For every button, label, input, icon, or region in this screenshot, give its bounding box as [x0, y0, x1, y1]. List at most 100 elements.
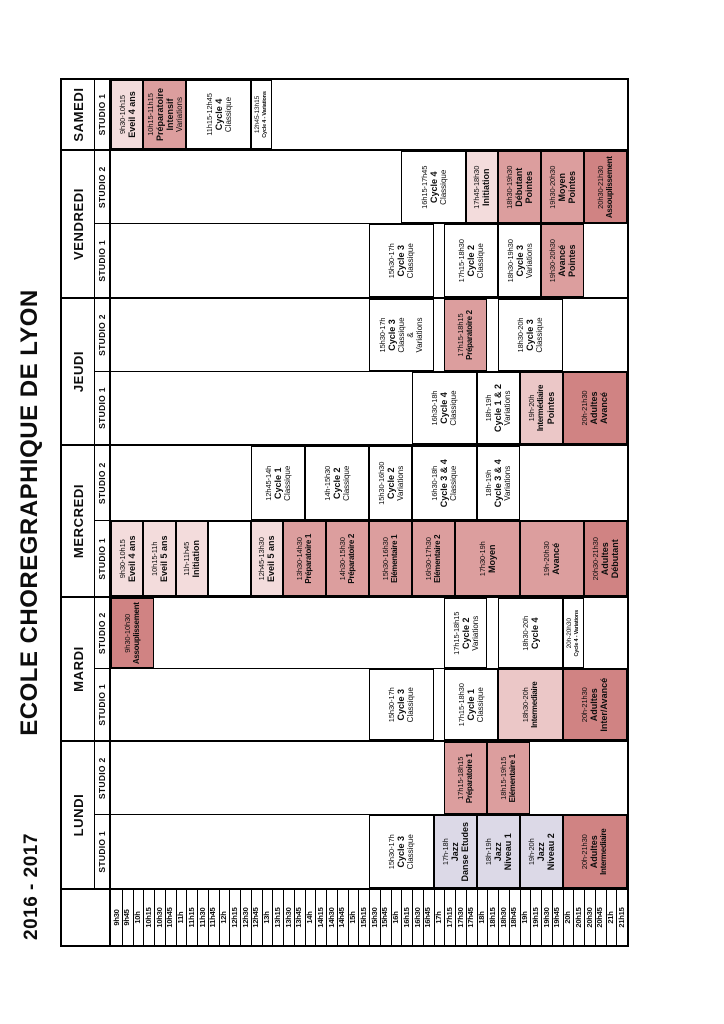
block-time: 17h30-19h	[477, 541, 487, 577]
studio-column: STUDIO 2 17h15-18h15 Préparatoire 1 18h15-1…	[95, 742, 627, 816]
block-name: Cycle 4 - Variations	[574, 610, 580, 657]
block-name: Préparatoire 2	[347, 533, 356, 584]
block-name: Cycle 1	[272, 467, 283, 500]
studio-header: STUDIO 2	[95, 446, 111, 521]
block-name: Initiation	[191, 540, 202, 578]
block-time: 20h-21h30	[580, 834, 590, 870]
class-block: 12h45-13h15 Cycle 4 - Variations	[250, 80, 273, 149]
class-block: 18h30-20h Intermediaire	[498, 669, 563, 740]
block-time: 15h30-16h30	[376, 461, 386, 505]
class-block: 15h30-17h Cycle 3 Classique	[369, 669, 434, 740]
day-header-jeudi: JEUDI	[62, 299, 95, 444]
day-column-samedi: SAMEDI STUDIO 1 9h30-10h15 Eveil 4 ans 10h15…	[62, 80, 627, 151]
block-time: 12h45-14h	[263, 465, 273, 501]
block-name: Cycle 2	[466, 244, 477, 277]
studios-row: STUDIO 1 15h30-17h Cycle 3 Classique 17h-18h…	[95, 742, 627, 888]
time-axis-corner-cell	[62, 890, 111, 945]
class-block: 16h15-17h45 Cycle 4 Classique	[401, 151, 466, 224]
class-block: 18h-19h Cycle 3 & 4 Variations	[476, 446, 520, 521]
class-block: 14h-15h30 Cycle 2 Classique	[304, 446, 369, 521]
block-subtitle: Variations	[395, 465, 405, 501]
class-block: 10h15-11h15 Préparatoire Intensif Variation…	[143, 80, 187, 149]
block-time: 18h30-20h	[520, 687, 530, 723]
block-name: Niveau 2	[545, 833, 556, 871]
block-subtitle: Classique	[341, 465, 351, 501]
class-block: 11h-11h45 Initiation	[175, 521, 208, 596]
class-block: 17h30-19h Moyen	[455, 521, 520, 596]
block-time: 9h30-10h15	[117, 539, 127, 579]
studio-header: STUDIO 1	[95, 80, 111, 149]
block-name: Cycle 3 & 4	[439, 459, 450, 508]
block-subtitle: Classique	[406, 687, 416, 723]
block-name: Intensif	[164, 98, 175, 131]
block-time: 11h-11h45	[182, 541, 192, 576]
block-time: 17h-18h	[440, 838, 450, 866]
block-name: Adultes	[600, 542, 610, 576]
block-subtitle: Classique	[476, 687, 486, 723]
block-subtitle: Classique	[535, 317, 545, 353]
class-block: 17h-18h Jazz Danse Etudes	[433, 815, 477, 888]
block-time: 10h15-11h	[149, 541, 159, 576]
block-time: 20h-21h30	[580, 390, 590, 426]
block-time: 16h30-18h	[430, 390, 440, 426]
block-name: Cycle 4	[213, 98, 224, 131]
class-block: 16h30-17h30 Elémentaire 2	[412, 521, 455, 596]
studios-row: STUDIO 1 15h30-17h Cycle 3 Classique 17h15-1…	[95, 598, 627, 740]
block-time: 17h45-18h30	[472, 165, 482, 209]
studio-column: STUDIO 1 15h30-17h Cycle 3 Classique 17h-18h…	[95, 815, 627, 888]
class-block: 9h30-10h15 Eveil 4 ans	[111, 80, 144, 149]
block-name: Cycle 4	[529, 617, 540, 650]
class-block: 15h30-17h Cycle 3 Classique & Variations	[369, 299, 434, 371]
studio-header: STUDIO 1	[95, 521, 111, 596]
block-name: Jazz	[449, 842, 460, 862]
class-block: 13h30-14h30 Préparatoire 1	[283, 521, 326, 596]
block-time: 13h30-14h30	[295, 537, 304, 581]
block-time: 18h30-19h30	[505, 165, 514, 209]
studio-header: STUDIO 1	[95, 815, 111, 888]
block-subtitle: Variations	[524, 243, 534, 279]
schedule-table: 9h30 9h45 10h 10h15 10h30 10h45 11h 11h15 11h30 1…	[60, 78, 629, 947]
studio-column: STUDIO 2 16h15-17h45 Cycle 4 Classique 17h45…	[95, 151, 627, 225]
block-name: Avancé	[551, 542, 562, 575]
class-block: 16h30-18h Cycle 4 Classique	[412, 372, 477, 444]
block-subtitle: Classique	[449, 390, 459, 426]
studios-row: STUDIO 1 15h30-17h Cycle 3 Classique 17h15-1…	[95, 151, 627, 297]
block-time: 19h-20h30	[542, 541, 552, 577]
class-block: 17h15-18h30 Cycle 1 Classique	[444, 669, 498, 740]
block-time: 20h30-21h30	[591, 537, 600, 581]
studio-column: STUDIO 1 9h30-10h15 Eveil 4 ans 10h15-11h15…	[95, 80, 627, 149]
block-time: 19h30-20h30	[548, 239, 557, 283]
block-name: Intermediaire	[599, 828, 609, 875]
empty-cell	[207, 521, 251, 596]
block-time: 18h30-20h	[520, 615, 530, 651]
class-block: 17h15-18h15 Préparatoire 1	[444, 742, 488, 815]
block-time: 9h30-10h15	[117, 94, 127, 135]
block-subtitle: &	[406, 332, 416, 338]
block-name: Cycle 1 & 2	[493, 383, 503, 433]
block-name: Jazz	[492, 842, 503, 862]
block-subtitle: Classique	[406, 834, 416, 870]
block-time: 11h15-12h45	[204, 93, 214, 136]
block-time: 18h30-20h	[516, 317, 526, 353]
block-name: Cycle 3	[514, 244, 525, 277]
block-name: Assouplissement	[605, 156, 614, 219]
class-block: 12h45-14h Cycle 1 Classique	[250, 446, 305, 521]
block-time: 14h30-15h30	[338, 537, 347, 581]
block-time: 19h-20h	[526, 394, 536, 422]
block-time: 17h15-18h30	[457, 239, 467, 283]
class-block: 18h15-19h15 Elémentaire 1	[487, 742, 531, 815]
class-block: 18h30-19h30 Débutant Pointes	[498, 151, 541, 224]
class-block: 14h30-15h30 Préparatoire 2	[326, 521, 369, 596]
block-time: 16h30-18h	[430, 465, 440, 501]
studios-row: STUDIO 1 9h30-10h15 Eveil 4 ans 10h15-11h Ev…	[95, 446, 627, 596]
block-name: Eveil 4 ans	[126, 535, 137, 583]
block-name: Cycle 2	[385, 467, 396, 500]
studio-column: STUDIO 1 9h30-10h15 Eveil 4 ans 10h15-11h Ev…	[95, 521, 627, 596]
block-subtitle: Classique	[449, 465, 459, 501]
studio-header: STUDIO 2	[95, 151, 111, 224]
block-name: Adultes	[589, 835, 600, 869]
block-name: Préparatoire	[154, 87, 165, 142]
block-time: 15h30-17h	[387, 687, 397, 723]
block-time: 17h15-18h15	[451, 611, 461, 655]
studio-column: STUDIO 1 15h30-17h Cycle 3 Classique 17h15-1…	[95, 669, 627, 740]
